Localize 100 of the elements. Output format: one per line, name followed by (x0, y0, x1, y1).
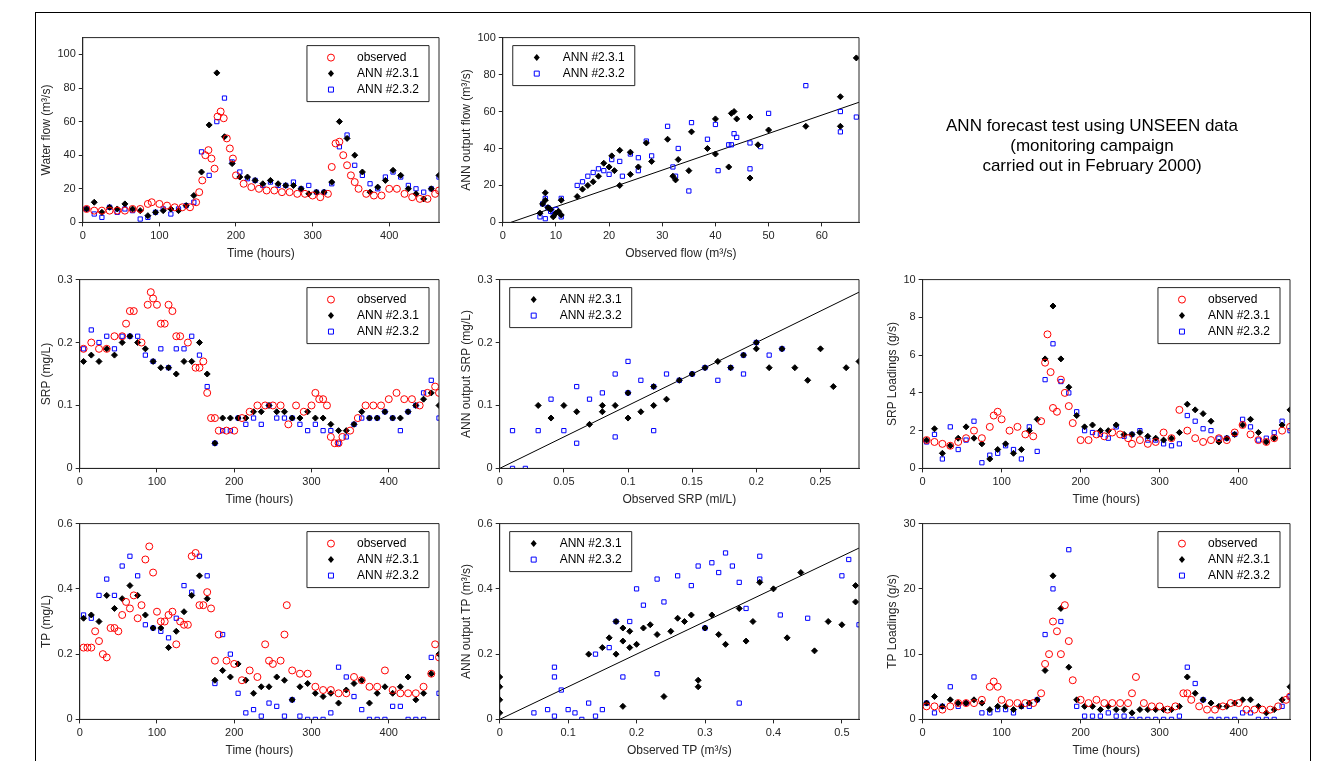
x-tick-label: 0 (79, 229, 86, 242)
y-tick-label: 6 (909, 348, 916, 361)
x-tick-label: 0 (919, 475, 926, 488)
y-tick-label: 60 (63, 114, 76, 127)
x-tick-label: 0.25 (809, 475, 832, 488)
y-axis-title: ANN output TP (m³/s) (458, 564, 473, 679)
y-tick-label: 0 (489, 215, 496, 228)
x-axis-title: Time (hours) (1072, 492, 1141, 507)
text: ANN forecast test using UNSEEN data (946, 116, 1238, 136)
x-tick-label: 100 (150, 229, 169, 242)
text: (monitoring campaign carried out in February 2000) (982, 136, 1202, 176)
legend-label: ANN #2.3.1 (559, 535, 623, 550)
x-axis-title: Time (hours) (225, 492, 294, 507)
x-tick-label: 400 (1229, 475, 1248, 488)
y-tick-label: 10 (903, 272, 916, 285)
x-axis-title: Time (hours) (225, 743, 294, 758)
y-axis-title: TP Loadings (g/s) (884, 574, 899, 669)
x-tick-label: 100 (992, 475, 1011, 488)
y-tick-label: 0.4 (477, 581, 493, 594)
x-tick-label: 300 (1150, 726, 1169, 739)
x-tick-label: 0.05 (553, 475, 575, 488)
x-tick-label: 0.2 (628, 726, 645, 739)
y-axis-title: SRP Loadings (g/s) (884, 322, 899, 426)
y-axis-title: TP (mg/L) (38, 594, 53, 649)
legend-label: ANN #2.3.1 (562, 49, 626, 64)
y-tick-label: 100 (57, 47, 76, 60)
y-tick-label: 20 (63, 181, 76, 194)
y-tick-label: 0 (66, 712, 73, 725)
legend-label: observed (1207, 291, 1258, 306)
y-tick-label: 0 (909, 461, 916, 474)
y-tick-label: 0.3 (477, 272, 493, 285)
y-tick-label: 0.2 (477, 335, 493, 348)
y-tick-label: 20 (903, 581, 916, 594)
y-axis-title: SRP (mg/L) (38, 342, 53, 406)
y-tick-label: 0.3 (57, 272, 73, 285)
legend-label: ANN #2.3.2 (356, 323, 420, 338)
x-tick-label: 300 (303, 229, 322, 242)
y-tick-label: 10 (903, 647, 916, 660)
x-tick-label: 0.1 (560, 726, 576, 739)
x-tick-label: 40 (709, 229, 722, 242)
x-tick-label: 60 (815, 229, 828, 242)
x-tick-label: 0.1 (620, 475, 636, 488)
y-tick-label: 8 (909, 310, 916, 323)
y-tick-label: 0.6 (477, 516, 493, 529)
x-tick-label: 400 (379, 726, 398, 739)
legend-label: ANN #2.3.2 (1207, 567, 1271, 582)
y-axis-title: ANN output SRP (mg/L) (458, 310, 473, 438)
x-tick-label: 200 (1071, 726, 1090, 739)
y-tick-label: 0 (909, 712, 916, 725)
legend-label: observed (356, 291, 407, 306)
x-tick-label: 100 (147, 726, 167, 739)
y-tick-label: 30 (903, 516, 916, 529)
legend-label: ANN #2.3.2 (1207, 323, 1271, 338)
x-axis-title: Observed TP (m³/s) (626, 743, 732, 758)
x-tick-label: 400 (1229, 726, 1248, 739)
y-tick-label: 2 (909, 423, 916, 436)
y-tick-label: 0 (69, 215, 76, 228)
y-tick-label: 40 (483, 141, 496, 154)
legend-label: ANN #2.3.2 (559, 551, 623, 566)
legend-label: ANN #2.3.1 (1207, 551, 1271, 566)
y-tick-label: 0.2 (57, 335, 73, 348)
x-tick-label: 0.2 (748, 475, 764, 488)
y-tick-label: 0.2 (477, 647, 493, 660)
y-tick-label: 80 (63, 81, 76, 94)
y-tick-label: 0 (66, 461, 73, 474)
x-tick-label: 20 (602, 229, 616, 242)
x-tick-label: 200 (225, 726, 244, 739)
x-axis-title: Observed SRP (ml/L) (622, 492, 737, 507)
x-axis-title: Observed flow (m³/s) (625, 246, 737, 261)
legend-label: observed (356, 49, 407, 64)
y-tick-label: 60 (483, 104, 496, 117)
x-tick-label: 0 (919, 726, 926, 739)
y-axis-title: Water flow (m³/s) (38, 84, 53, 176)
x-tick-label: 0.5 (834, 726, 850, 739)
x-tick-label: 300 (302, 726, 321, 739)
x-tick-label: 300 (1150, 475, 1169, 488)
y-tick-label: 0 (486, 461, 493, 474)
y-tick-label: 0.2 (57, 647, 73, 660)
x-tick-label: 200 (226, 229, 246, 242)
y-tick-label: 0.1 (57, 398, 73, 411)
legend-label: ANN #2.3.1 (559, 291, 623, 306)
y-tick-label: 80 (483, 67, 496, 80)
legend-label: ANN #2.3.2 (559, 307, 623, 322)
legend-label: ANN #2.3.1 (356, 551, 420, 566)
x-tick-label: 0 (499, 229, 506, 242)
legend-label: observed (356, 535, 407, 550)
legend-label: ANN #2.3.1 (356, 307, 420, 322)
legend-label: ANN #2.3.2 (356, 567, 420, 582)
x-tick-label: 30 (656, 229, 669, 242)
y-tick-label: 100 (477, 30, 496, 43)
y-tick-label: 4 (909, 385, 916, 398)
legend-label: observed (1207, 535, 1258, 550)
x-axis-title: Time (hours) (1072, 743, 1141, 758)
x-tick-label: 100 (992, 726, 1011, 739)
legend-label: ANN #2.3.1 (1207, 307, 1271, 322)
y-axis-title: ANN output flow (m³/s) (458, 69, 473, 191)
x-tick-label: 400 (380, 229, 399, 242)
x-tick-label: 0.15 (681, 475, 703, 488)
x-tick-label: 0.4 (765, 726, 782, 739)
y-tick-label: 20 (483, 178, 496, 191)
